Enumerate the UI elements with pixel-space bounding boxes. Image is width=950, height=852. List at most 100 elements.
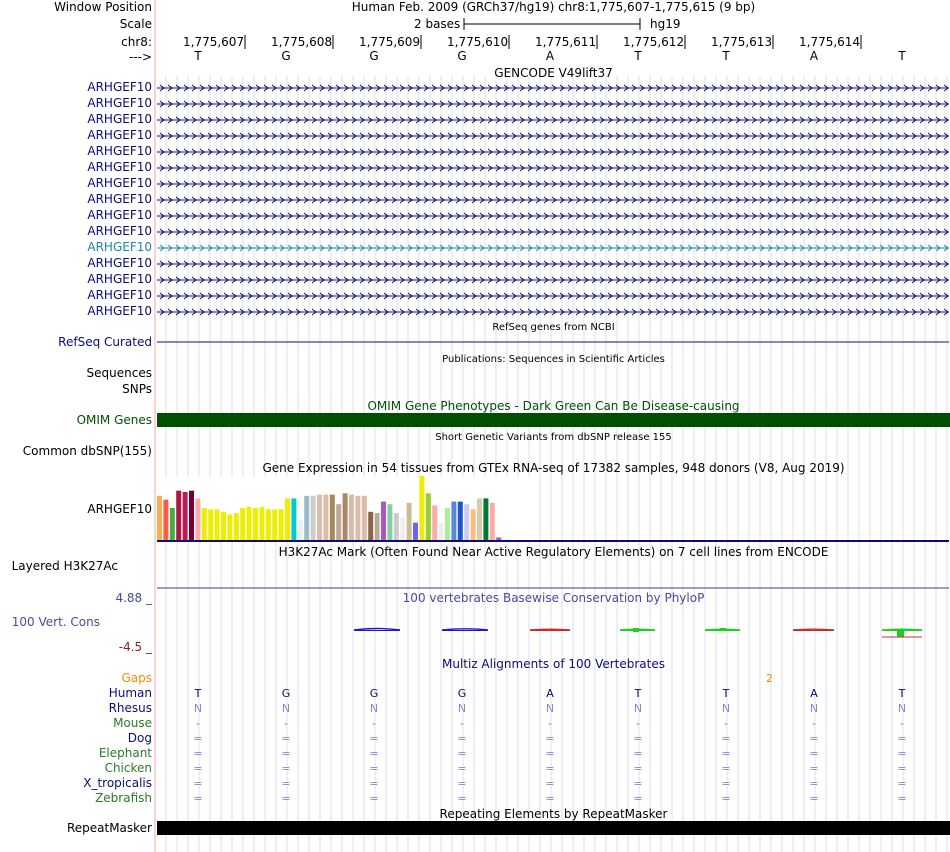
gencode-transcript-label[interactable]: ARHGEF10 (87, 80, 152, 94)
species-label[interactable]: Elephant (98, 746, 152, 760)
species-label[interactable]: Human (108, 686, 152, 700)
gtex-tissue-bar (291, 498, 297, 540)
alignment-char: - (284, 717, 288, 730)
gtex-tissue-bar (259, 506, 265, 540)
gtex-tissue-bar (163, 499, 169, 540)
gencode-transcript-label[interactable]: ARHGEF10 (87, 176, 152, 190)
gencode-transcript-label[interactable]: ARHGEF10 (87, 240, 152, 254)
gtex-tissue-bar (387, 504, 393, 540)
gtex-tissue-bar (278, 509, 284, 540)
alignment-char: = (281, 762, 291, 775)
phylop-peak-mark (897, 631, 904, 637)
gencode-transcript-label[interactable]: ARHGEF10 (87, 256, 152, 270)
alignment-char: = (281, 792, 291, 805)
ruler-number: 1,775,610 (447, 35, 509, 49)
species-label[interactable]: Zebrafish (95, 791, 152, 805)
alignment-char: N (809, 702, 819, 715)
ruler-number: 1,775,611 (535, 35, 597, 49)
repeatmasker-track-title: Repeating Elements by RepeatMasker (439, 807, 668, 821)
ruler-number: 1,775,608 (271, 35, 333, 49)
gtex-tissue-bar (432, 505, 438, 540)
gencode-transcript-label[interactable]: ARHGEF10 (87, 160, 152, 174)
alignment-char: - (548, 717, 552, 730)
gtex-tissue-bar (208, 509, 214, 540)
alignment-char: = (369, 792, 379, 805)
dbsnp-track-label[interactable]: Common dbSNP(155) (22, 444, 152, 458)
gtex-tissue-bar (489, 502, 495, 540)
alignment-char: = (545, 792, 555, 805)
phylop-track-label[interactable]: 100 Vert. Cons (11, 615, 100, 629)
gencode-transcript-label[interactable]: ARHGEF10 (87, 128, 152, 142)
alignment-char: - (636, 717, 640, 730)
alignment-char: N (193, 702, 203, 715)
strand-label: ---> (128, 50, 152, 64)
transcript-strand-arrows (159, 244, 949, 252)
alignment-char: = (193, 732, 203, 745)
gtex-gene-label[interactable]: ARHGEF10 (87, 502, 152, 516)
gtex-tissue-bar (470, 509, 476, 540)
refseq-track-label[interactable]: RefSeq Curated (58, 335, 152, 349)
transcript-strand-arrows (159, 180, 949, 188)
gencode-transcript-label[interactable]: ARHGEF10 (87, 224, 152, 238)
phylop-score-mark (529, 628, 571, 631)
phylop-score-mark (441, 628, 489, 631)
gtex-tissue-bar (438, 522, 444, 540)
repeatmasker-track-label[interactable]: RepeatMasker (66, 821, 152, 835)
chrom-label: chr8: (121, 35, 152, 49)
alignment-char: = (897, 732, 907, 745)
alignment-char: = (721, 792, 731, 805)
alignment-char: = (193, 792, 203, 805)
omim-track-label[interactable]: OMIM Genes (76, 413, 152, 427)
species-label[interactable]: Dog (127, 731, 152, 745)
gencode-transcript-label[interactable]: ARHGEF10 (87, 96, 152, 110)
alignment-char: = (369, 762, 379, 775)
gencode-transcript-label[interactable]: ARHGEF10 (87, 112, 152, 126)
transcript-strand-arrows (159, 84, 949, 92)
gtex-tissue-bar (349, 494, 354, 540)
alignment-char: A (546, 687, 554, 700)
gencode-transcript-label[interactable]: ARHGEF10 (87, 192, 152, 206)
species-label[interactable]: X_tropicalis (83, 776, 152, 790)
gencode-transcript-label[interactable]: ARHGEF10 (87, 288, 152, 302)
gencode-transcript-label[interactable]: ARHGEF10 (87, 304, 152, 318)
sequences-track-label[interactable]: Sequences (86, 366, 152, 380)
alignment-char: = (809, 732, 819, 745)
species-label[interactable]: Rhesus (108, 701, 152, 715)
alignment-char: - (900, 717, 904, 730)
species-label[interactable]: Chicken (104, 761, 152, 775)
alignment-char: - (372, 717, 376, 730)
alignment-char: = (457, 777, 467, 790)
gencode-transcript-label[interactable]: ARHGEF10 (87, 144, 152, 158)
gtex-tissue-bar (227, 514, 233, 540)
gtex-tissue-bar (169, 508, 175, 540)
transcript-strand-arrows (159, 308, 949, 316)
scale-text: 2 bases (414, 17, 461, 31)
transcript-strand-arrows (159, 260, 949, 268)
alignment-char: T (898, 687, 906, 700)
refseq-track-title: RefSeq genes from NCBI (492, 322, 615, 333)
ruler-number: 1,775,609 (359, 35, 421, 49)
alignment-char: = (193, 777, 203, 790)
base-letter: A (545, 49, 555, 63)
transcript-strand-arrows (159, 196, 949, 204)
species-label[interactable]: Mouse (113, 716, 152, 730)
snps-track-label[interactable]: SNPs (122, 382, 152, 396)
gtex-tissue-bar (477, 498, 482, 540)
alignment-char: = (457, 747, 467, 760)
gencode-transcript-label[interactable]: ARHGEF10 (87, 208, 152, 222)
gtex-tissue-bar (336, 504, 342, 540)
gtex-tissue-bar (368, 511, 374, 540)
h3k27ac-track-label[interactable]: Layered H3K27Ac (11, 559, 118, 573)
alignment-char: - (196, 717, 200, 730)
phylop-score-mark (881, 628, 923, 631)
gencode-transcript-label[interactable]: ARHGEF10 (87, 272, 152, 286)
gtex-tissue-bar (285, 498, 290, 540)
transcript-strand-arrows (159, 100, 949, 108)
gaps-label: Gaps (121, 671, 152, 685)
alignment-char: = (457, 732, 467, 745)
transcript-strand-arrows (159, 228, 949, 236)
gtex-tissue-bar (265, 509, 271, 540)
gtex-tissue-bar (195, 498, 201, 540)
